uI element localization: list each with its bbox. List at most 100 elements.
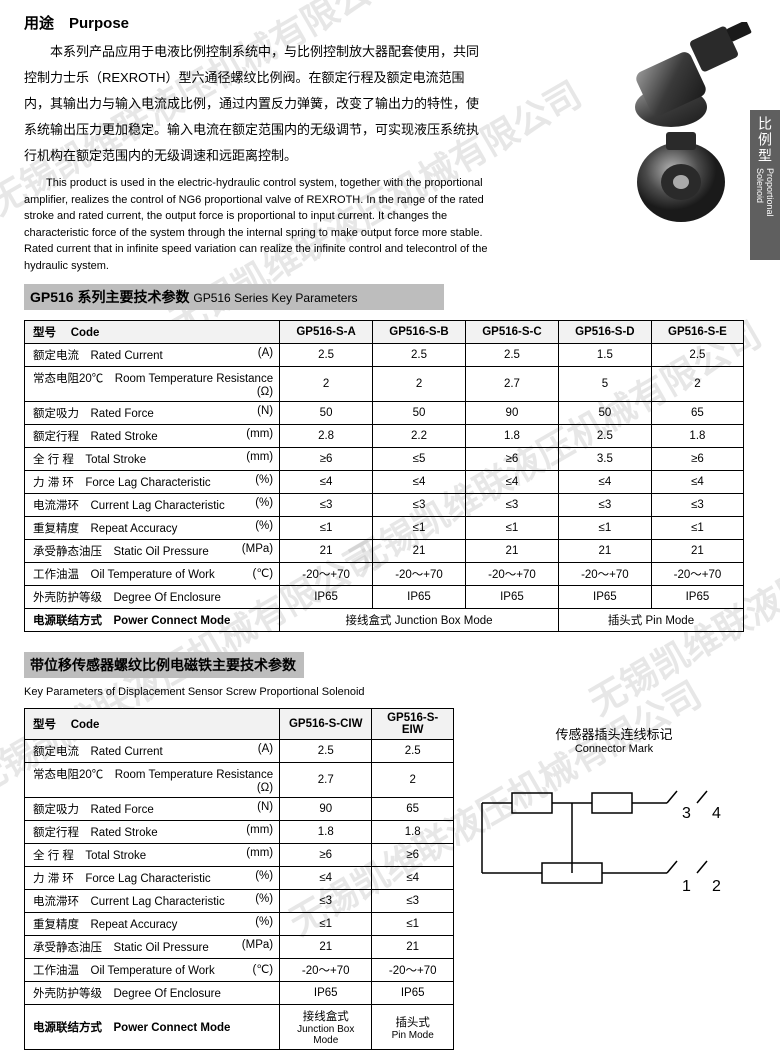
param-value: 1.8	[280, 821, 372, 844]
table-row: 电源联结方式 Power Connect Mode 接线盒式 Junction …	[25, 1005, 454, 1050]
param-label: 额定行程 Rated Stroke(mm)	[25, 821, 280, 844]
col-head: GP516-S-C	[465, 321, 558, 344]
param-label: 额定电流 Rated Current(A)	[25, 344, 280, 367]
connector-block: 传感器插头连线标记 Connector Mark	[472, 704, 756, 936]
product-images	[506, 12, 756, 232]
param-value: ≤1	[558, 517, 651, 540]
param-label: 额定吸力 Rated Force(N)	[25, 402, 280, 425]
param-label: 承受静态油压 Static Oil Pressure(MPa)	[25, 936, 280, 959]
param-value: 2.5	[280, 740, 372, 763]
param-value: 65	[372, 798, 454, 821]
pin-mode: 插头式 Pin Mode	[558, 609, 743, 632]
param-value: -20～+70	[373, 563, 466, 586]
param-value: 2.5	[465, 344, 558, 367]
cell-cn: 插头式	[395, 1017, 430, 1029]
connector-title-cn: 传感器插头连线标记	[555, 727, 672, 742]
param-label: 力 滞 环 Force Lag Characteristic(%)	[25, 867, 280, 890]
power-mode-label: 电源联结方式 Power Connect Mode	[25, 609, 280, 632]
section2-sub: Key Parameters of Displacement Sensor Sc…	[24, 686, 756, 698]
param-value: 50	[373, 402, 466, 425]
param-value: ≤3	[465, 494, 558, 517]
param-value: 50	[558, 402, 651, 425]
col-head: GP516-S-D	[558, 321, 651, 344]
purpose-cn-text: 本系列产品应用于电液比例控制系统中，与比例控制放大器配套使用，共同控制力士乐（R…	[24, 39, 484, 169]
param-value: ≥6	[651, 448, 743, 471]
param-value: ≥6	[280, 844, 372, 867]
param-value: ≤1	[465, 517, 558, 540]
param-value: IP65	[280, 982, 372, 1005]
param-value: IP65	[558, 586, 651, 609]
param-label: 重复精度 Repeat Accuracy(%)	[25, 913, 280, 936]
col-head: GP516-S-CIW	[280, 709, 372, 740]
param-label: 承受静态油压 Static Oil Pressure(MPa)	[25, 540, 280, 563]
param-value: -20～+70	[280, 563, 373, 586]
param-label: 全 行 程 Total Stroke(mm)	[25, 844, 280, 867]
table-row: 力 滞 环 Force Lag Characteristic(%)≤4≤4	[25, 867, 454, 890]
param-value: ≤3	[558, 494, 651, 517]
col-head: GP516-S-A	[280, 321, 373, 344]
code-cn: 型号	[33, 327, 56, 339]
col-head: GP516-S-E	[651, 321, 743, 344]
table-row: 重复精度 Repeat Accuracy(%)≤1≤1≤1≤1≤1	[25, 517, 744, 540]
purpose-title: 用途 Purpose	[24, 12, 506, 33]
table-gp516: 型号 Code GP516-S-A GP516-S-B GP516-S-C GP…	[24, 320, 744, 632]
param-value: 2.7	[465, 367, 558, 402]
param-value: -20～+70	[651, 563, 743, 586]
table-row: 型号 Code GP516-S-CIW GP516-S-EIW	[25, 709, 454, 740]
param-value: ≤4	[651, 471, 743, 494]
param-value: ≤1	[280, 913, 372, 936]
param-value: IP65	[280, 586, 373, 609]
table-row: 型号 Code GP516-S-A GP516-S-B GP516-S-C GP…	[25, 321, 744, 344]
param-label: 工作油温 Oil Temperature of Work(℃)	[25, 563, 280, 586]
power-mode-label: 电源联结方式 Power Connect Mode	[25, 1005, 280, 1050]
param-value: ≤4	[373, 471, 466, 494]
param-value: 2.5	[372, 740, 454, 763]
cell-en: Power Connect Mode	[114, 1022, 231, 1034]
table-row: 重复精度 Repeat Accuracy(%)≤1≤1	[25, 913, 454, 936]
col-head: GP516-S-EIW	[372, 709, 454, 740]
table-displacement: 型号 Code GP516-S-CIW GP516-S-EIW 额定电流 Rat…	[24, 708, 454, 1050]
cell-en: Pin Mode	[378, 1030, 447, 1041]
param-value: ≤1	[651, 517, 743, 540]
junction-mode: 接线盒式 Junction Box Mode	[280, 609, 559, 632]
param-value: -20～+70	[558, 563, 651, 586]
cell-en: Power Connect Mode	[114, 615, 231, 627]
connector-title-en: Connector Mark	[472, 743, 756, 755]
param-value: 90	[465, 402, 558, 425]
param-value: ≤3	[280, 494, 373, 517]
table-row: 承受静态油压 Static Oil Pressure(MPa)212121212…	[25, 540, 744, 563]
table-row: 额定吸力 Rated Force(N)5050905065	[25, 402, 744, 425]
table-row: 额定电流 Rated Current(A)2.52.52.51.52.5	[25, 344, 744, 367]
code-en: Code	[71, 719, 100, 731]
connector-schematic: 3 4 1 2	[472, 763, 732, 933]
param-value: 21	[280, 936, 372, 959]
purpose-block: 用途 Purpose 本系列产品应用于电液比例控制系统中，与比例控制放大器配套使…	[24, 12, 506, 274]
cell-cn: 电源联结方式	[33, 1022, 102, 1034]
param-value: ≤3	[373, 494, 466, 517]
pin-label: 3	[682, 805, 691, 822]
table-row: 工作油温 Oil Temperature of Work(℃)-20～+70-2…	[25, 563, 744, 586]
param-value: IP65	[373, 586, 466, 609]
cell-en: Junction Box Mode	[286, 1024, 365, 1046]
table-row: 承受静态油压 Static Oil Pressure(MPa)2121	[25, 936, 454, 959]
param-value: 2.5	[280, 344, 373, 367]
param-value: IP65	[465, 586, 558, 609]
param-value: ≤4	[372, 867, 454, 890]
table-row: 额定电流 Rated Current(A)2.52.5	[25, 740, 454, 763]
table-row: 额定行程 Rated Stroke(mm)1.81.8	[25, 821, 454, 844]
pin-mode: 插头式 Pin Mode	[372, 1005, 454, 1050]
param-value: 2.7	[280, 763, 372, 798]
table-row: 电流滞环 Current Lag Characteristic(%)≤3≤3≤3…	[25, 494, 744, 517]
param-value: ≤4	[465, 471, 558, 494]
param-value: ≤4	[280, 471, 373, 494]
table-row: 额定吸力 Rated Force(N)9065	[25, 798, 454, 821]
table-row: 全 行 程 Total Stroke(mm)≥6≥6	[25, 844, 454, 867]
table-row: 工作油温 Oil Temperature of Work(℃)-20～+70-2…	[25, 959, 454, 982]
code-header: 型号 Code	[25, 321, 280, 344]
param-label: 额定吸力 Rated Force(N)	[25, 798, 280, 821]
table-row: 常态电阻20℃ Room Temperature Resistance(Ω)2.…	[25, 763, 454, 798]
param-label: 额定电流 Rated Current(A)	[25, 740, 280, 763]
param-value: 2.5	[558, 425, 651, 448]
param-value: ≤4	[280, 867, 372, 890]
code-header: 型号 Code	[25, 709, 280, 740]
